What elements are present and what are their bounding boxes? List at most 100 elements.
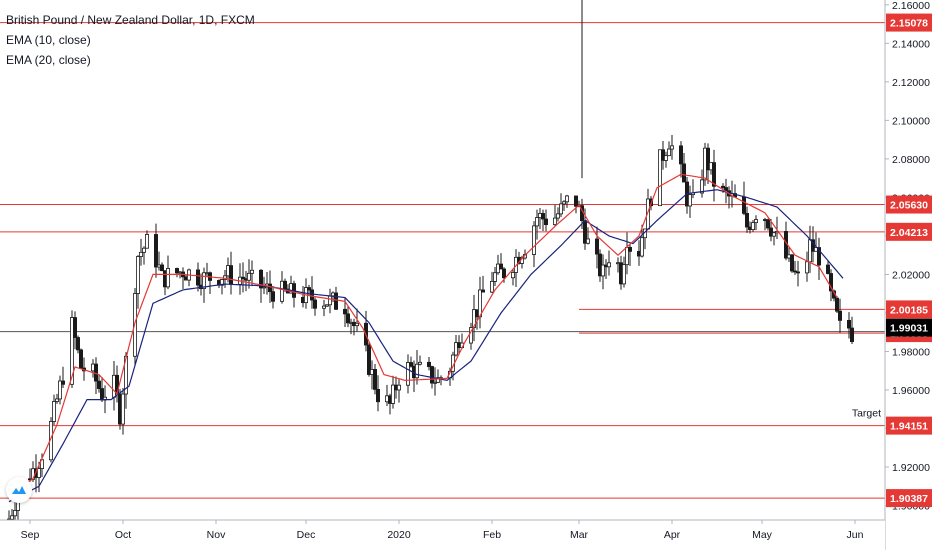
candle-body bbox=[240, 276, 245, 280]
time-tick-label: May bbox=[752, 529, 773, 541]
candle-body bbox=[249, 269, 254, 274]
candle-body bbox=[796, 271, 801, 274]
candle-body bbox=[498, 263, 503, 270]
candle-body bbox=[345, 313, 350, 324]
candle-body bbox=[850, 327, 855, 342]
candle-body bbox=[480, 289, 485, 293]
candle-body bbox=[712, 162, 717, 187]
candle-body bbox=[628, 246, 633, 252]
price-tick-label: 1.96000 bbox=[892, 385, 930, 397]
candle-body bbox=[55, 398, 60, 402]
candle-body bbox=[270, 291, 275, 302]
candle-body bbox=[228, 265, 233, 285]
symbol-title[interactable]: British Pound / New Zealand Dollar, 1D, … bbox=[6, 13, 255, 27]
candle-body bbox=[826, 264, 831, 274]
price-tick-label: 2.08000 bbox=[892, 154, 930, 166]
candle-body bbox=[70, 317, 75, 385]
time-axis: Sep Oct Nov Dec 2020 Feb Mar Apr May Jun bbox=[0, 519, 885, 550]
candle-body bbox=[354, 322, 359, 327]
price-tick-label: 2.10000 bbox=[892, 115, 930, 127]
candle-body bbox=[766, 219, 771, 229]
candle-body bbox=[544, 218, 549, 226]
price-tick-label: 2.14000 bbox=[892, 38, 930, 50]
candle-body bbox=[847, 319, 852, 329]
candle-body bbox=[279, 280, 284, 302]
candle-body bbox=[79, 349, 84, 369]
ema10-legend[interactable]: EMA (10, close) bbox=[6, 33, 91, 47]
price-tick-label: 2.12000 bbox=[892, 77, 930, 89]
candle-body bbox=[510, 272, 515, 279]
candle-body bbox=[246, 272, 251, 281]
price-tick-label: 1.98000 bbox=[892, 346, 930, 358]
candle-body bbox=[159, 264, 164, 272]
candle-body bbox=[372, 369, 377, 390]
candle-body bbox=[58, 380, 63, 400]
candle-body bbox=[664, 155, 669, 161]
candle-body bbox=[501, 268, 506, 279]
candle-body bbox=[658, 149, 663, 207]
candle-body bbox=[76, 337, 81, 351]
candle-body bbox=[73, 317, 78, 338]
candle-body bbox=[595, 238, 600, 255]
candle-body bbox=[565, 195, 570, 203]
candle-body bbox=[52, 401, 57, 422]
candle-body bbox=[793, 270, 798, 273]
candle-body bbox=[754, 219, 759, 224]
candle-body bbox=[141, 247, 146, 253]
candles bbox=[7, 0, 855, 528]
candle-body bbox=[312, 299, 317, 309]
candle-body bbox=[562, 201, 567, 205]
candle-body bbox=[396, 384, 401, 391]
candle-body bbox=[135, 256, 140, 294]
candle-body bbox=[838, 310, 843, 321]
candle-body bbox=[366, 344, 371, 375]
candle-body bbox=[408, 362, 413, 367]
candle-body bbox=[309, 289, 314, 301]
candle-body bbox=[390, 384, 395, 404]
candle-body bbox=[12, 510, 17, 517]
candle-body bbox=[153, 234, 158, 268]
range-price-label-bg bbox=[886, 300, 932, 319]
candle-body bbox=[532, 225, 537, 255]
range-price-label: 2.00185 bbox=[890, 304, 928, 316]
candle-body bbox=[165, 268, 170, 288]
level-price-label-bg bbox=[886, 222, 932, 241]
candle-body bbox=[426, 361, 431, 367]
candle-body bbox=[327, 295, 332, 306]
candle-body bbox=[405, 362, 410, 386]
candle-body bbox=[489, 281, 494, 293]
candle-body bbox=[282, 280, 287, 290]
price-tick-label: 2.16000 bbox=[892, 0, 930, 12]
candle-body bbox=[306, 287, 311, 291]
price-tick-label: 1.92000 bbox=[892, 462, 930, 474]
candle-body bbox=[835, 297, 840, 312]
level-labels: 2.15078 2.05630 2.04213 1.94151 1.90387 2.001… bbox=[852, 13, 932, 508]
candle-body bbox=[138, 251, 143, 257]
candle-body bbox=[742, 196, 747, 214]
ema20-legend[interactable]: EMA (20, close) bbox=[6, 53, 91, 67]
tradingview-logo-icon[interactable] bbox=[6, 477, 32, 503]
candle-body bbox=[556, 213, 561, 219]
level-price-label: 2.04213 bbox=[890, 227, 928, 239]
time-tick-label: Nov bbox=[207, 529, 226, 541]
candle-body bbox=[375, 388, 380, 403]
candle-body bbox=[9, 515, 14, 520]
candle-body bbox=[121, 393, 126, 425]
candle-body bbox=[745, 212, 750, 228]
price-tick-label: 2.02000 bbox=[892, 269, 930, 281]
level-price-label-bg bbox=[886, 13, 932, 32]
candle-body bbox=[267, 283, 272, 293]
time-tick-label: Dec bbox=[297, 529, 316, 541]
candle-body bbox=[790, 254, 795, 272]
ema20-line bbox=[8, 189, 844, 503]
candle-body bbox=[679, 145, 684, 165]
candle-body bbox=[333, 292, 338, 310]
candle-body bbox=[700, 179, 705, 194]
last-price-label-bg bbox=[886, 318, 932, 337]
candle-body bbox=[61, 380, 66, 385]
candle-body bbox=[435, 377, 440, 383]
candle-body bbox=[724, 187, 729, 192]
candle-body bbox=[682, 163, 687, 183]
